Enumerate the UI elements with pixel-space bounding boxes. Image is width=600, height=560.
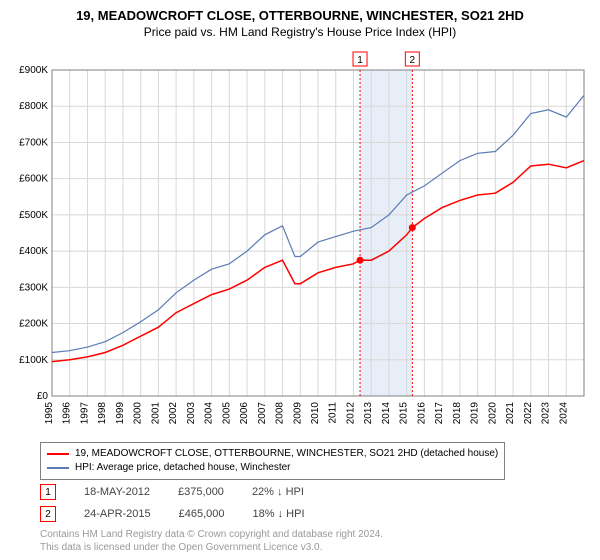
svg-text:2019: 2019 [470,402,481,425]
svg-text:2018: 2018 [452,402,463,425]
svg-text:1: 1 [357,55,363,66]
legend-label: 19, MEADOWCROFT CLOSE, OTTERBOURNE, WINC… [75,447,498,461]
chart-legend: 19, MEADOWCROFT CLOSE, OTTERBOURNE, WINC… [40,442,505,480]
svg-text:£600K: £600K [19,174,48,185]
chart-area: 1 2 £0 £100K £200K £300K £400K £500K £600K £700K £… [8,48,592,438]
svg-text:2006: 2006 [239,402,250,425]
svg-text:2001: 2001 [150,402,161,425]
svg-text:2014: 2014 [381,402,392,425]
sale-diff: 18% ↓ HPI [253,508,305,520]
sale-price: £465,000 [179,508,225,520]
svg-text:2011: 2011 [328,402,339,424]
attribution-line: This data is licensed under the Open Gov… [40,541,383,554]
svg-text:£200K: £200K [19,319,48,330]
svg-text:2017: 2017 [434,402,445,425]
svg-text:£800K: £800K [19,101,48,112]
svg-text:2024: 2024 [558,402,569,425]
svg-text:2013: 2013 [363,402,374,425]
svg-text:£500K: £500K [19,210,48,221]
legend-swatch [47,467,69,469]
svg-text:£400K: £400K [19,246,48,257]
svg-text:2: 2 [410,55,416,66]
sale-date: 24-APR-2015 [84,508,151,520]
svg-text:2012: 2012 [345,402,356,425]
svg-text:2003: 2003 [186,402,197,425]
attribution-line: Contains HM Land Registry data © Crown c… [40,528,383,541]
legend-label: HPI: Average price, detached house, Winc… [75,461,291,475]
svg-text:2020: 2020 [487,402,498,425]
sale-row: 2 24-APR-2015 £465,000 18% ↓ HPI [40,506,305,522]
svg-text:1997: 1997 [79,402,90,425]
sale-diff: 22% ↓ HPI [252,486,304,498]
legend-item: 19, MEADOWCROFT CLOSE, OTTERBOURNE, WINC… [47,447,498,461]
sale-row: 1 18-MAY-2012 £375,000 22% ↓ HPI [40,484,304,500]
svg-text:£100K: £100K [19,355,48,366]
svg-text:2015: 2015 [399,402,410,425]
svg-text:1999: 1999 [115,402,126,425]
svg-text:2008: 2008 [275,402,286,425]
svg-text:2021: 2021 [505,402,516,425]
svg-text:£300K: £300K [19,282,48,293]
svg-text:2016: 2016 [416,402,427,425]
svg-text:2004: 2004 [204,402,215,425]
svg-text:1995: 1995 [44,402,55,425]
svg-text:2002: 2002 [168,402,179,425]
svg-text:£900K: £900K [19,65,48,76]
svg-text:2007: 2007 [257,402,268,425]
sale-marker-icon: 1 [40,484,56,500]
svg-text:1996: 1996 [62,402,73,425]
line-chart-svg: 1 2 £0 £100K £200K £300K £400K £500K £600K £700K £… [8,48,592,438]
legend-swatch [47,453,69,455]
svg-text:£0: £0 [37,391,49,402]
svg-text:2009: 2009 [292,402,303,425]
svg-text:£700K: £700K [19,137,48,148]
svg-text:2022: 2022 [523,402,534,425]
svg-text:2000: 2000 [133,402,144,425]
sale-price: £375,000 [178,486,224,498]
svg-text:2023: 2023 [541,402,552,425]
sale-date: 18-MAY-2012 [84,486,150,498]
svg-text:1998: 1998 [97,402,108,425]
chart-subtitle: Price paid vs. HM Land Registry's House … [0,23,600,39]
sale-marker-icon: 2 [40,506,56,522]
chart-title: 19, MEADOWCROFT CLOSE, OTTERBOURNE, WINC… [0,0,600,23]
svg-text:2005: 2005 [221,402,232,425]
legend-item: HPI: Average price, detached house, Winc… [47,461,498,475]
attribution-text: Contains HM Land Registry data © Crown c… [40,528,383,554]
svg-text:2010: 2010 [310,402,321,425]
